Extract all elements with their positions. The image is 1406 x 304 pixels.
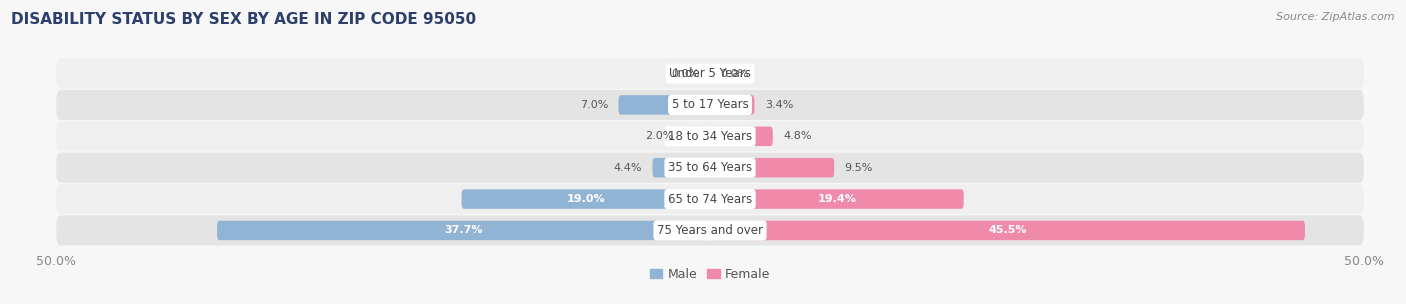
FancyBboxPatch shape [56, 58, 1364, 88]
FancyBboxPatch shape [652, 158, 710, 178]
Text: 7.0%: 7.0% [579, 100, 607, 110]
FancyBboxPatch shape [710, 158, 834, 178]
Text: Under 5 Years: Under 5 Years [669, 67, 751, 80]
FancyBboxPatch shape [56, 121, 1364, 151]
FancyBboxPatch shape [217, 221, 710, 240]
FancyBboxPatch shape [56, 184, 1364, 214]
Text: 65 to 74 Years: 65 to 74 Years [668, 192, 752, 206]
FancyBboxPatch shape [56, 216, 1364, 246]
FancyBboxPatch shape [619, 95, 710, 115]
Text: 0.0%: 0.0% [720, 68, 749, 78]
Text: 9.5%: 9.5% [845, 163, 873, 173]
Text: 4.4%: 4.4% [613, 163, 643, 173]
FancyBboxPatch shape [56, 90, 1364, 120]
FancyBboxPatch shape [710, 126, 773, 146]
Text: 19.0%: 19.0% [567, 194, 605, 204]
Text: 2.0%: 2.0% [645, 131, 673, 141]
Text: 0.0%: 0.0% [671, 68, 700, 78]
Text: 75 Years and over: 75 Years and over [657, 224, 763, 237]
FancyBboxPatch shape [461, 189, 710, 209]
Text: 4.8%: 4.8% [783, 131, 811, 141]
FancyBboxPatch shape [710, 221, 1305, 240]
FancyBboxPatch shape [710, 189, 963, 209]
Text: DISABILITY STATUS BY SEX BY AGE IN ZIP CODE 95050: DISABILITY STATUS BY SEX BY AGE IN ZIP C… [11, 12, 477, 27]
Text: 18 to 34 Years: 18 to 34 Years [668, 130, 752, 143]
Text: 37.7%: 37.7% [444, 226, 482, 236]
FancyBboxPatch shape [56, 153, 1364, 183]
Text: 35 to 64 Years: 35 to 64 Years [668, 161, 752, 174]
Text: 3.4%: 3.4% [765, 100, 793, 110]
Text: 45.5%: 45.5% [988, 226, 1026, 236]
Legend: Male, Female: Male, Female [645, 263, 775, 286]
FancyBboxPatch shape [683, 126, 710, 146]
FancyBboxPatch shape [710, 95, 755, 115]
Text: 19.4%: 19.4% [817, 194, 856, 204]
Text: Source: ZipAtlas.com: Source: ZipAtlas.com [1277, 12, 1395, 22]
Text: 5 to 17 Years: 5 to 17 Years [672, 98, 748, 112]
